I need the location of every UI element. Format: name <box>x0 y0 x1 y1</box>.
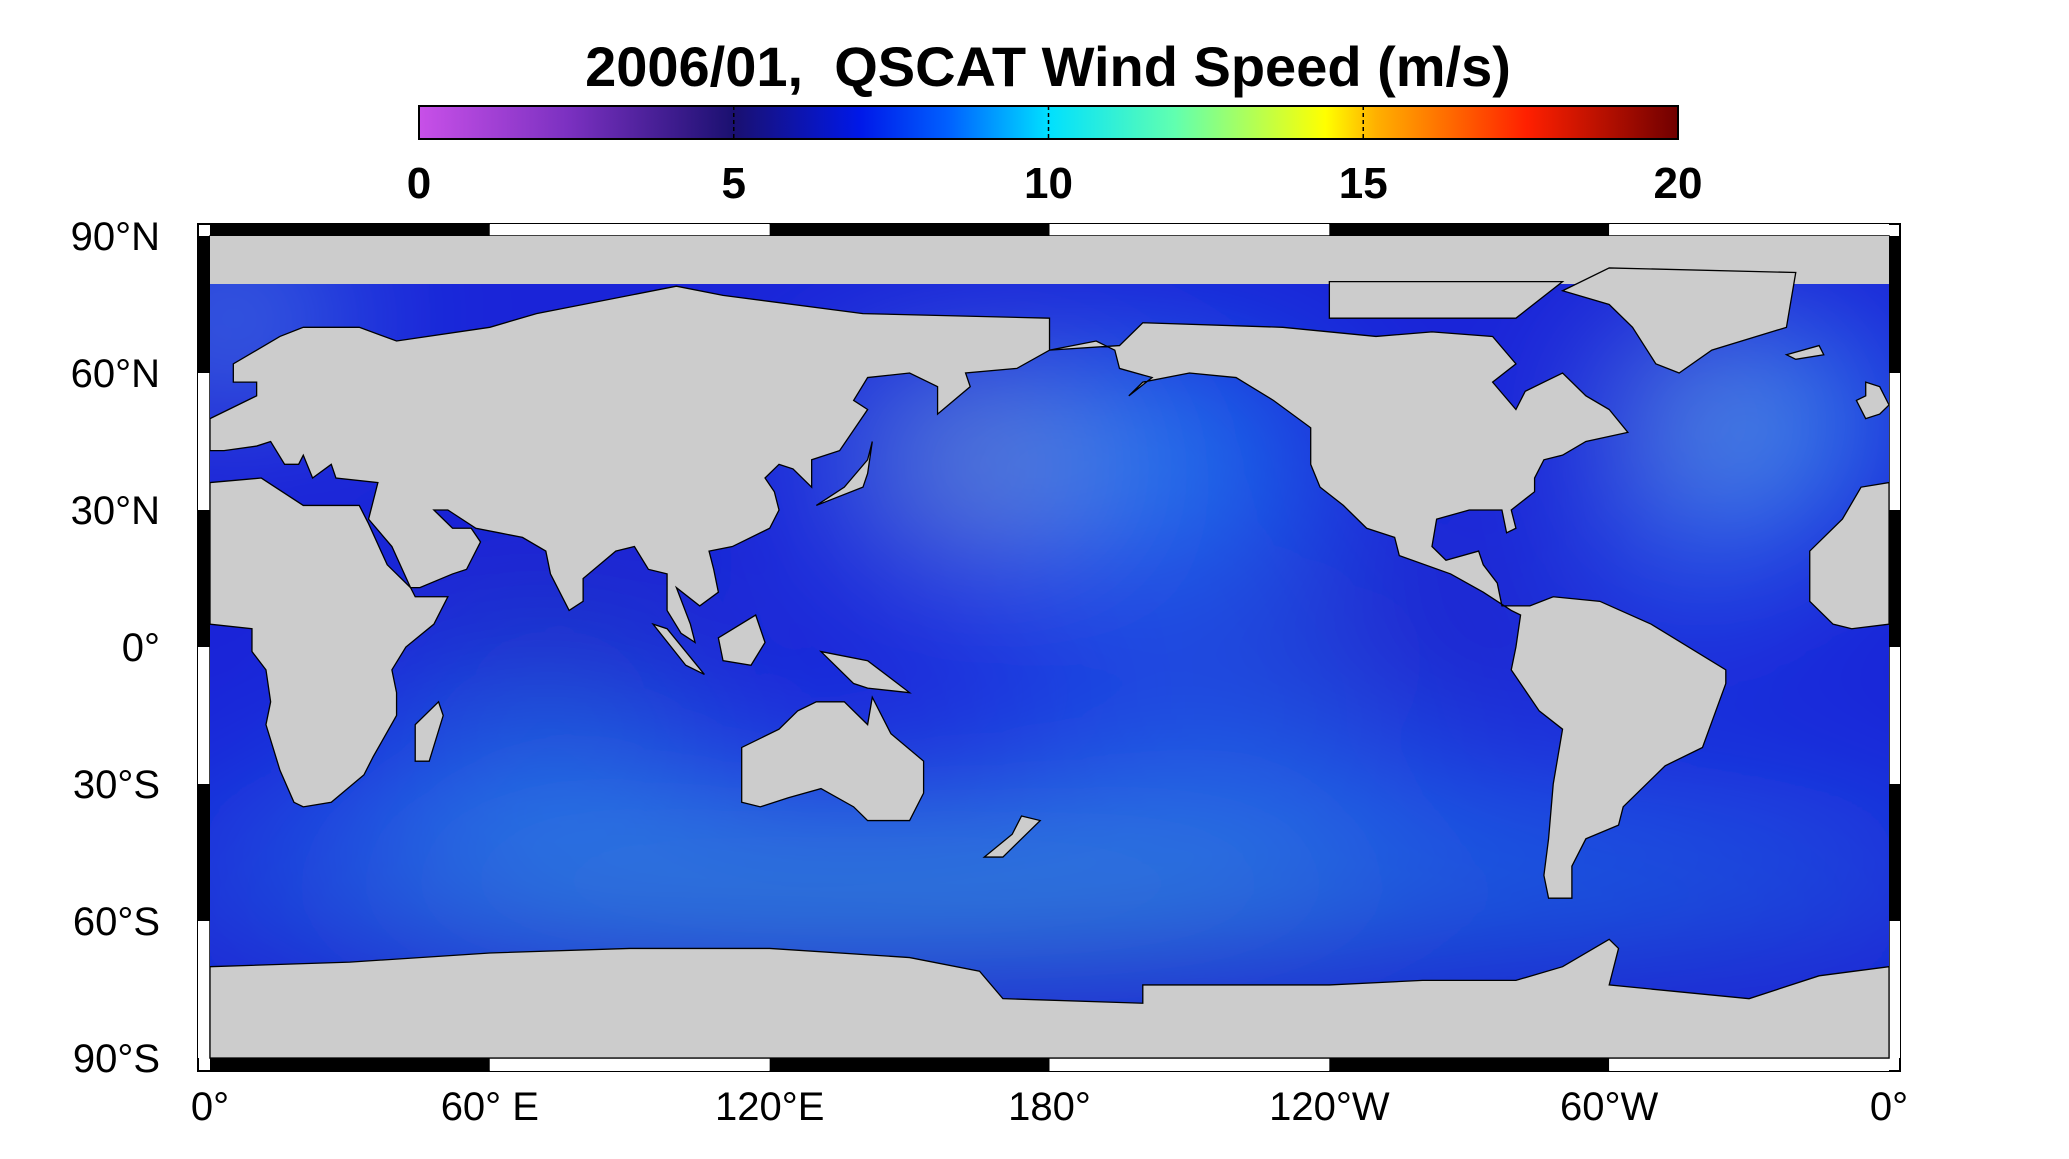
australia <box>742 697 924 820</box>
title: 2006/01, QSCAT Wind Speed (m/s) <box>585 35 1511 98</box>
border-segment <box>1889 921 1900 1058</box>
border-segment <box>198 921 210 1058</box>
britain <box>1856 382 1889 419</box>
africa <box>210 478 448 807</box>
border-segment <box>1049 1058 1330 1071</box>
colorbar-ticks: 0 5 10 15 20 <box>407 106 1703 208</box>
border-segment <box>210 224 490 236</box>
sumatra <box>653 624 704 674</box>
border-segment <box>769 224 1050 236</box>
border-segment <box>1889 510 1900 647</box>
wind-band <box>349 710 724 766</box>
border-segment <box>198 647 210 784</box>
border-segment <box>1609 224 1889 236</box>
japan <box>816 441 872 505</box>
axis-labels: 90°N 60°N 30°N 0° 30°S 60°S 90°S 0° 60° E 120°E 18… <box>71 215 1909 1129</box>
lat-label: 60°S <box>73 900 160 944</box>
greenland <box>1563 268 1796 373</box>
new-zealand <box>984 816 1040 857</box>
border-segment <box>1329 224 1610 236</box>
map <box>210 236 1889 1058</box>
africa-west <box>1810 483 1889 629</box>
border-segment <box>769 1058 1050 1071</box>
border-segment <box>1049 224 1330 236</box>
wind-band <box>816 395 1330 488</box>
lat-label: 0° <box>122 626 160 670</box>
lon-label: 60° E <box>441 1085 539 1129</box>
border-segment <box>198 784 210 921</box>
lat-label: 30°S <box>73 763 160 807</box>
map-border <box>198 224 1900 1071</box>
lon-label: 60°W <box>1560 1085 1658 1129</box>
lon-label: 120°E <box>715 1085 824 1129</box>
border-segment <box>1889 784 1900 921</box>
border-segment <box>198 510 210 647</box>
border-segment <box>198 373 210 510</box>
lat-label: 30°N <box>71 489 160 533</box>
borneo <box>718 615 765 665</box>
border-segment <box>210 1058 490 1071</box>
wind-band <box>1655 395 1750 442</box>
wind-field <box>210 281 1889 967</box>
colorbar-tick-label: 10 <box>1024 159 1073 208</box>
lon-label: 0° <box>1870 1085 1908 1129</box>
antarctica <box>210 939 1889 1058</box>
americas <box>1050 323 1726 898</box>
eurasia <box>210 286 1050 642</box>
border-segment <box>1329 1058 1610 1071</box>
lon-label: 180° <box>1008 1085 1091 1129</box>
colorbar-tick-label: 20 <box>1654 159 1703 208</box>
wind-band <box>419 619 700 675</box>
border-segment <box>489 224 770 236</box>
new-guinea <box>821 652 910 693</box>
colorbar-tick-label: 5 <box>722 159 746 208</box>
wind-band <box>1585 541 1820 588</box>
colorbar-tick-label: 0 <box>407 159 431 208</box>
wind-band <box>895 441 1064 488</box>
lon-label: 0° <box>191 1085 229 1129</box>
iceland <box>1786 346 1823 360</box>
lon-label: 120°W <box>1269 1085 1390 1129</box>
border-segment <box>1889 236 1900 373</box>
wind-band <box>1142 624 1563 652</box>
border-segment <box>1889 373 1900 510</box>
wind-band <box>1002 688 1423 743</box>
lat-label: 60°N <box>71 352 160 396</box>
border-segment <box>198 236 210 373</box>
lat-label: 90°S <box>73 1037 160 1081</box>
arctic-islands <box>1329 282 1562 319</box>
lat-label: 90°N <box>71 215 160 259</box>
border-segment <box>1889 647 1900 784</box>
wind-band <box>839 555 1353 602</box>
border-segment <box>1609 1058 1889 1071</box>
wind-band <box>349 866 1376 903</box>
wind-band <box>210 313 248 360</box>
madagascar <box>415 702 443 761</box>
border-segment <box>489 1058 770 1071</box>
colorbar-tick-label: 15 <box>1339 159 1388 208</box>
land <box>210 268 1889 1058</box>
